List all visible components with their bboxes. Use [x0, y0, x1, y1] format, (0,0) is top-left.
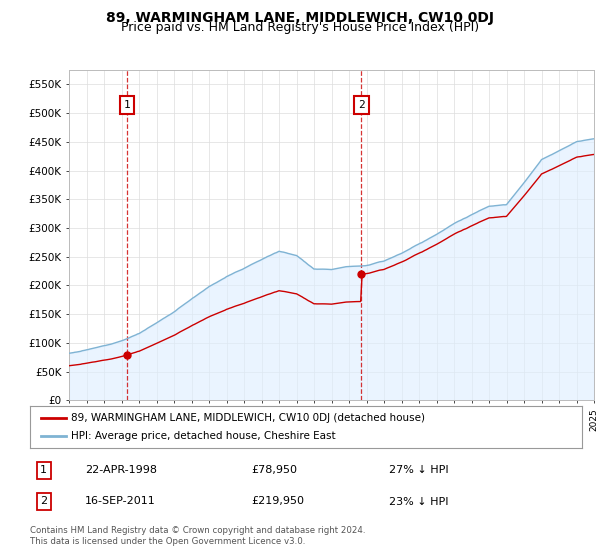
Text: 23% ↓ HPI: 23% ↓ HPI [389, 497, 448, 506]
Text: Contains HM Land Registry data © Crown copyright and database right 2024.
This d: Contains HM Land Registry data © Crown c… [30, 526, 365, 546]
Text: 2: 2 [40, 497, 47, 506]
Text: £219,950: £219,950 [251, 497, 304, 506]
Text: 16-SEP-2011: 16-SEP-2011 [85, 497, 156, 506]
Text: HPI: Average price, detached house, Cheshire East: HPI: Average price, detached house, Ches… [71, 431, 336, 441]
Text: 89, WARMINGHAM LANE, MIDDLEWICH, CW10 0DJ: 89, WARMINGHAM LANE, MIDDLEWICH, CW10 0D… [106, 11, 494, 25]
Text: 1: 1 [124, 100, 130, 110]
Text: £78,950: £78,950 [251, 465, 297, 475]
Text: 27% ↓ HPI: 27% ↓ HPI [389, 465, 448, 475]
Text: Price paid vs. HM Land Registry's House Price Index (HPI): Price paid vs. HM Land Registry's House … [121, 21, 479, 34]
Text: 1: 1 [40, 465, 47, 475]
Text: 2: 2 [358, 100, 365, 110]
Text: 22-APR-1998: 22-APR-1998 [85, 465, 157, 475]
Text: 89, WARMINGHAM LANE, MIDDLEWICH, CW10 0DJ (detached house): 89, WARMINGHAM LANE, MIDDLEWICH, CW10 0D… [71, 413, 425, 423]
